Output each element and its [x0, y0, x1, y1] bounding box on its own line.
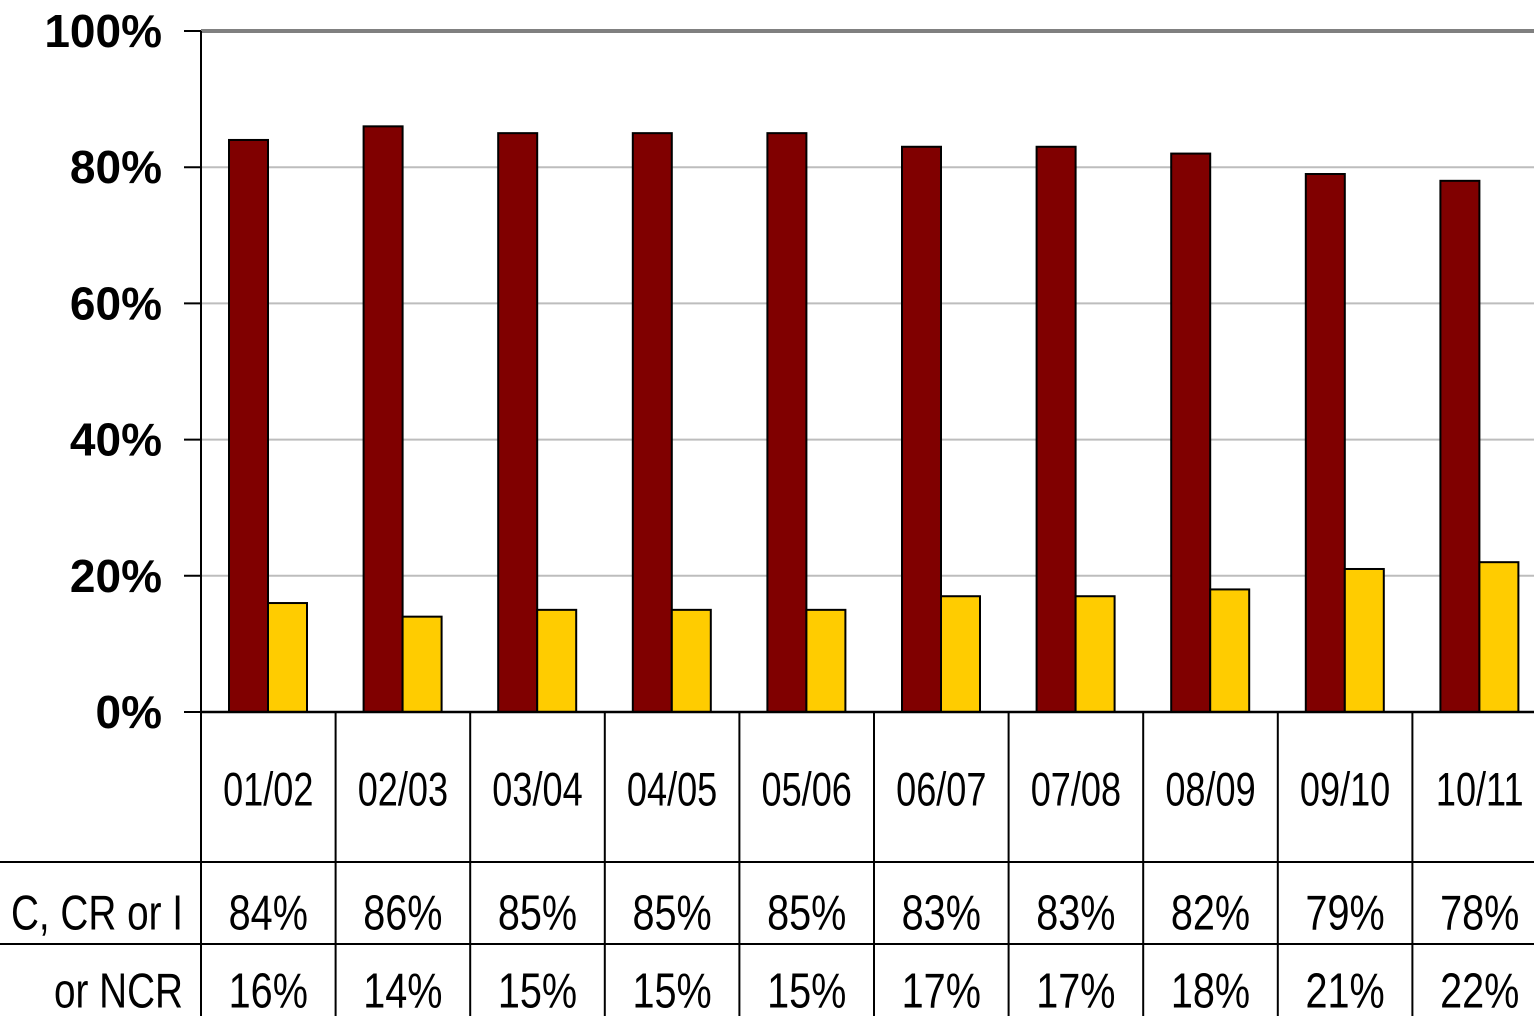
bar-series-2-08-09 — [1209, 588, 1251, 713]
table-cell-value: 17% — [902, 965, 981, 1016]
bar-series-1-04-05 — [631, 132, 673, 713]
table-cell-value: 85% — [498, 887, 577, 941]
table-cell-value: 83% — [1036, 887, 1115, 941]
y-tick-label: 0% — [96, 686, 162, 738]
table-cell-value: 15% — [632, 965, 711, 1016]
table-cell-value: 86% — [363, 887, 442, 941]
table-cell-value: 85% — [767, 887, 846, 941]
x-category-label: 03/04 — [492, 763, 582, 816]
axes — [184, 30, 1534, 862]
bar-series-2-01-02 — [267, 602, 308, 713]
y-tick-label: 100% — [44, 5, 162, 57]
table-cell-value: 21% — [1305, 965, 1384, 1016]
table-cell-value: 15% — [767, 965, 846, 1016]
bar-series-2-10-11 — [1478, 561, 1520, 713]
bar-series-1-07-08 — [1035, 145, 1077, 713]
data-table: 01/02 02/03 03/04 04/05 05/06 06/07 07/08 08/09… — [0, 712, 1534, 1016]
y-tick-label: 80% — [70, 141, 162, 193]
table-row-label: or NCR — [54, 964, 183, 1016]
table-cell-value: 22% — [1440, 965, 1519, 1016]
bar-series-2-03-04 — [536, 608, 578, 713]
bar-series-2-06-07 — [940, 595, 981, 713]
table-cell-value: 14% — [363, 965, 442, 1016]
x-category-label: 09/10 — [1300, 763, 1390, 816]
y-tick-label: 20% — [70, 550, 162, 602]
x-category-label: 10/11 — [1436, 763, 1524, 816]
table-row-label: C, CR or I — [11, 886, 183, 940]
x-category-label: 01/02 — [223, 763, 313, 816]
table-cell-value: 16% — [229, 965, 308, 1016]
bars — [228, 125, 1520, 713]
x-category-label: 04/05 — [627, 763, 717, 816]
table-cell-value: 18% — [1171, 965, 1250, 1016]
bar-series-2-07-08 — [1074, 595, 1116, 713]
table-cell-value: 78% — [1440, 887, 1519, 941]
table-cell-value: 84% — [229, 887, 308, 941]
x-category-label: 07/08 — [1031, 763, 1121, 816]
bar-series-1-09-10 — [1304, 173, 1346, 713]
y-tick-label: 40% — [70, 414, 162, 466]
table-cell-value: 82% — [1171, 887, 1250, 941]
x-category-label: 06/07 — [896, 763, 986, 816]
bar-series-1-08-09 — [1170, 152, 1212, 713]
bar-series-2-04-05 — [670, 608, 712, 713]
table-cell-value: 17% — [1036, 965, 1115, 1016]
bar-series-1-03-04 — [497, 132, 539, 713]
bar-series-1-05-06 — [766, 132, 808, 713]
table-cell-value: 15% — [498, 965, 577, 1016]
bar-series-2-09-10 — [1343, 567, 1385, 713]
bar-series-1-01-02 — [228, 138, 269, 713]
bar-series-2-05-06 — [805, 608, 847, 713]
table-cell-value: 83% — [902, 887, 981, 941]
bar-series-1-02-03 — [362, 125, 404, 713]
x-category-label: 05/06 — [762, 763, 852, 816]
x-category-label: 08/09 — [1165, 763, 1255, 816]
x-category-label: 02/03 — [358, 763, 448, 816]
y-tick-label: 60% — [70, 277, 162, 329]
table-cell-value: 85% — [632, 887, 711, 941]
y-axis-tick-labels: 0% 20% 40% 60% 80% 100% — [44, 5, 162, 738]
bar-series-2-02-03 — [401, 615, 443, 713]
bar-series-1-10-11 — [1439, 179, 1481, 713]
bar-series-1-06-07 — [901, 145, 942, 713]
table-cell-value: 79% — [1305, 887, 1384, 941]
